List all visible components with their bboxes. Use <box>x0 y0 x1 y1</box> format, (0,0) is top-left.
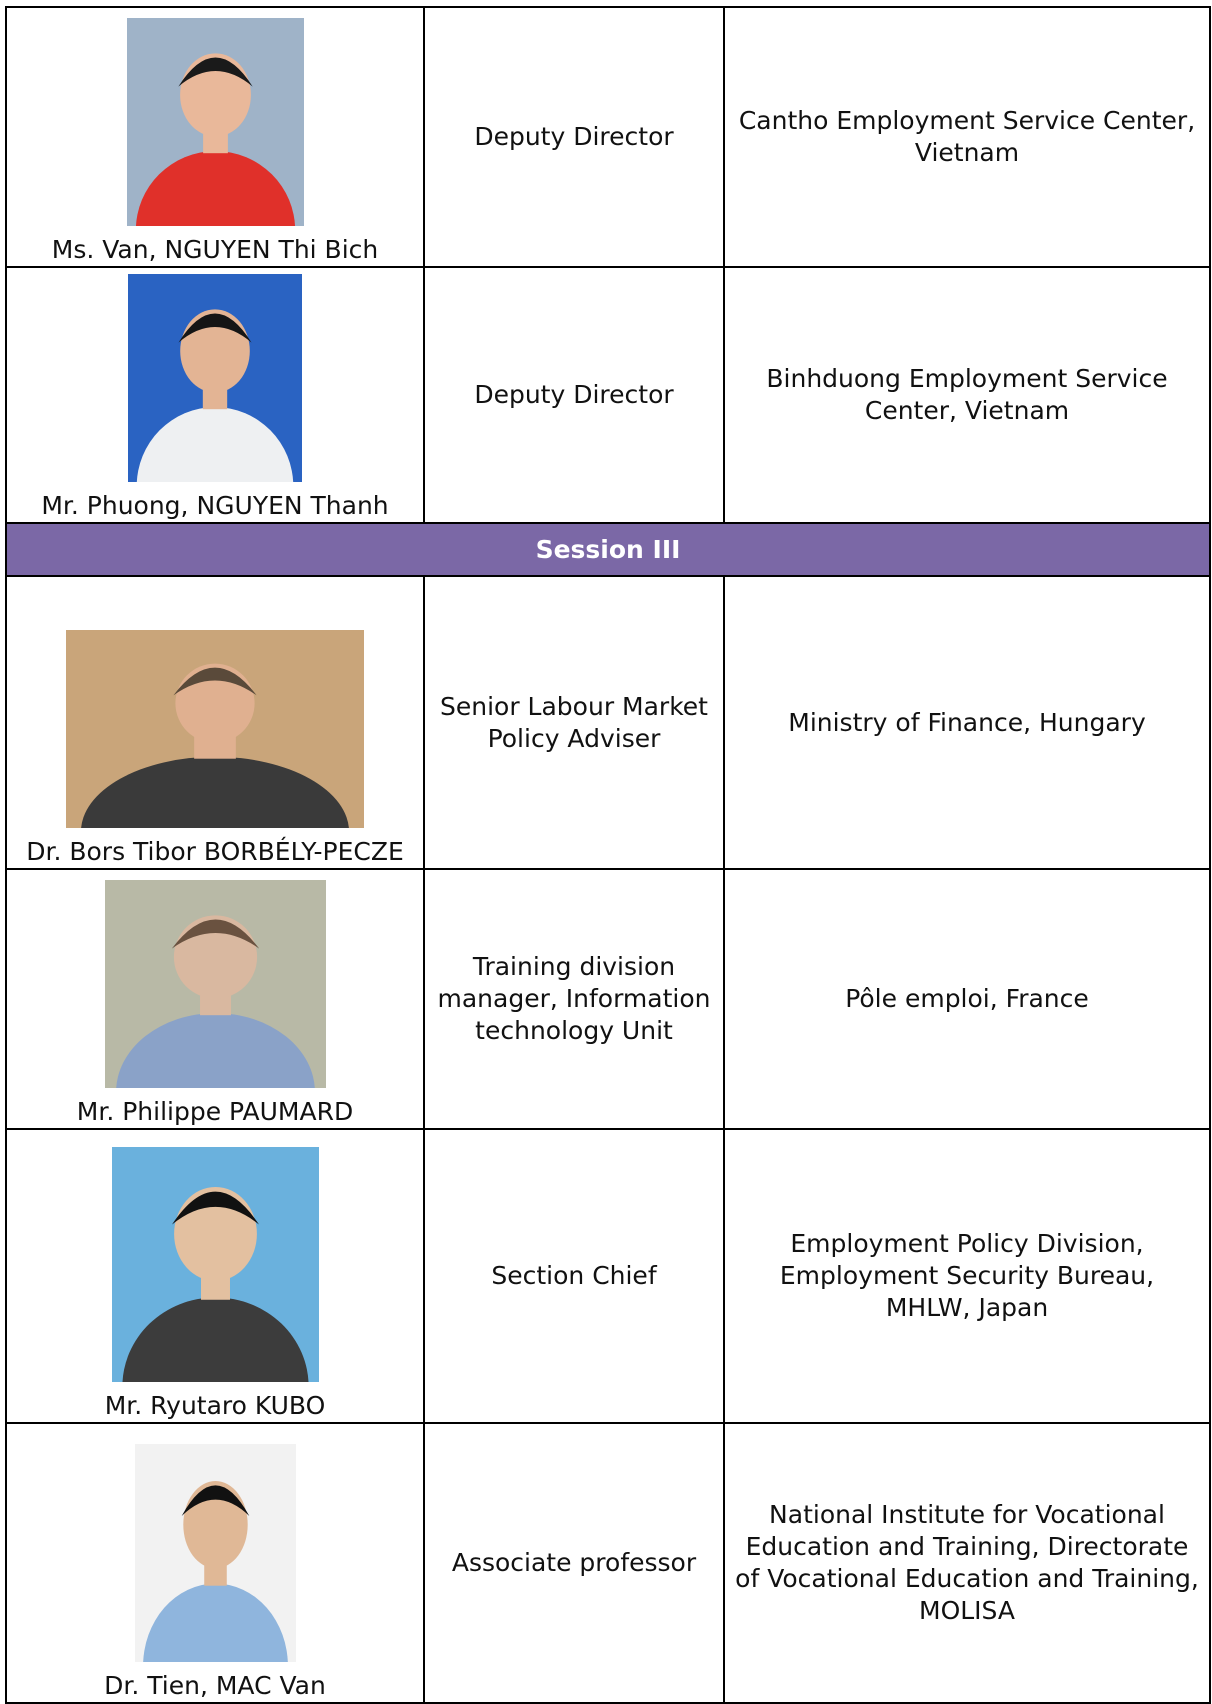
speaker-table: Ms. Van, NGUYEN Thi Bich Deputy Director C… <box>5 6 1211 1704</box>
position-cell: Section Chief <box>423 1128 725 1424</box>
person-cell: Ms. Van, NGUYEN Thi Bich <box>5 6 425 268</box>
photo <box>134 1444 296 1662</box>
photo <box>128 274 302 482</box>
table-row: Mr. Philippe PAUMARD Training division ma… <box>5 868 1211 1130</box>
person-name: Ms. Van, NGUYEN Thi Bich <box>51 235 379 264</box>
table-row: Mr. Ryutaro KUBO Section Chief Employment … <box>5 1128 1211 1424</box>
person-cell: Dr. Bors Tibor BORBÉLY-PECZE <box>5 575 425 870</box>
organization-cell: National Institute for Vocational Educat… <box>723 1422 1211 1704</box>
organization-cell: Cantho Employment Service Center, Vietna… <box>723 6 1211 268</box>
person-cell: Mr. Phuong, NGUYEN Thanh <box>5 266 425 524</box>
position-cell: Associate professor <box>423 1422 725 1704</box>
table-row: Dr. Tien, MAC Van Associate professor Nati… <box>5 1422 1211 1704</box>
photo <box>111 1147 319 1382</box>
table-row: Mr. Phuong, NGUYEN Thanh Deputy Director B… <box>5 266 1211 524</box>
person-cell: Mr. Philippe PAUMARD <box>5 868 425 1130</box>
photo <box>126 18 304 226</box>
position-cell: Deputy Director <box>423 266 725 524</box>
organization-cell: Pôle emploi, France <box>723 868 1211 1130</box>
person-name: Mr. Philippe PAUMARD <box>76 1097 354 1126</box>
person-cell: Mr. Ryutaro KUBO <box>5 1128 425 1424</box>
organization-cell: Ministry of Finance, Hungary <box>723 575 1211 870</box>
photo <box>104 880 326 1088</box>
table-row: Session III <box>5 522 1211 577</box>
position-cell: Training division manager, Information t… <box>423 868 725 1130</box>
organization-cell: Binhduong Employment Service Center, Vie… <box>723 266 1211 524</box>
person-cell: Dr. Tien, MAC Van <box>5 1422 425 1704</box>
person-name: Mr. Ryutaro KUBO <box>104 1391 326 1420</box>
table-row: Dr. Bors Tibor BORBÉLY-PECZE Senior Labou… <box>5 575 1211 870</box>
person-name: Dr. Bors Tibor BORBÉLY-PECZE <box>26 837 404 866</box>
photo <box>66 630 364 828</box>
session-header: Session III <box>5 522 1211 577</box>
person-name: Mr. Phuong, NGUYEN Thanh <box>41 491 389 520</box>
table-row: Ms. Van, NGUYEN Thi Bich Deputy Director C… <box>5 6 1211 268</box>
organization-cell: Employment Policy Division, Employment S… <box>723 1128 1211 1424</box>
position-cell: Senior Labour Market Policy Adviser <box>423 575 725 870</box>
table-body: Ms. Van, NGUYEN Thi Bich Deputy Director C… <box>5 6 1211 1704</box>
position-cell: Deputy Director <box>423 6 725 268</box>
